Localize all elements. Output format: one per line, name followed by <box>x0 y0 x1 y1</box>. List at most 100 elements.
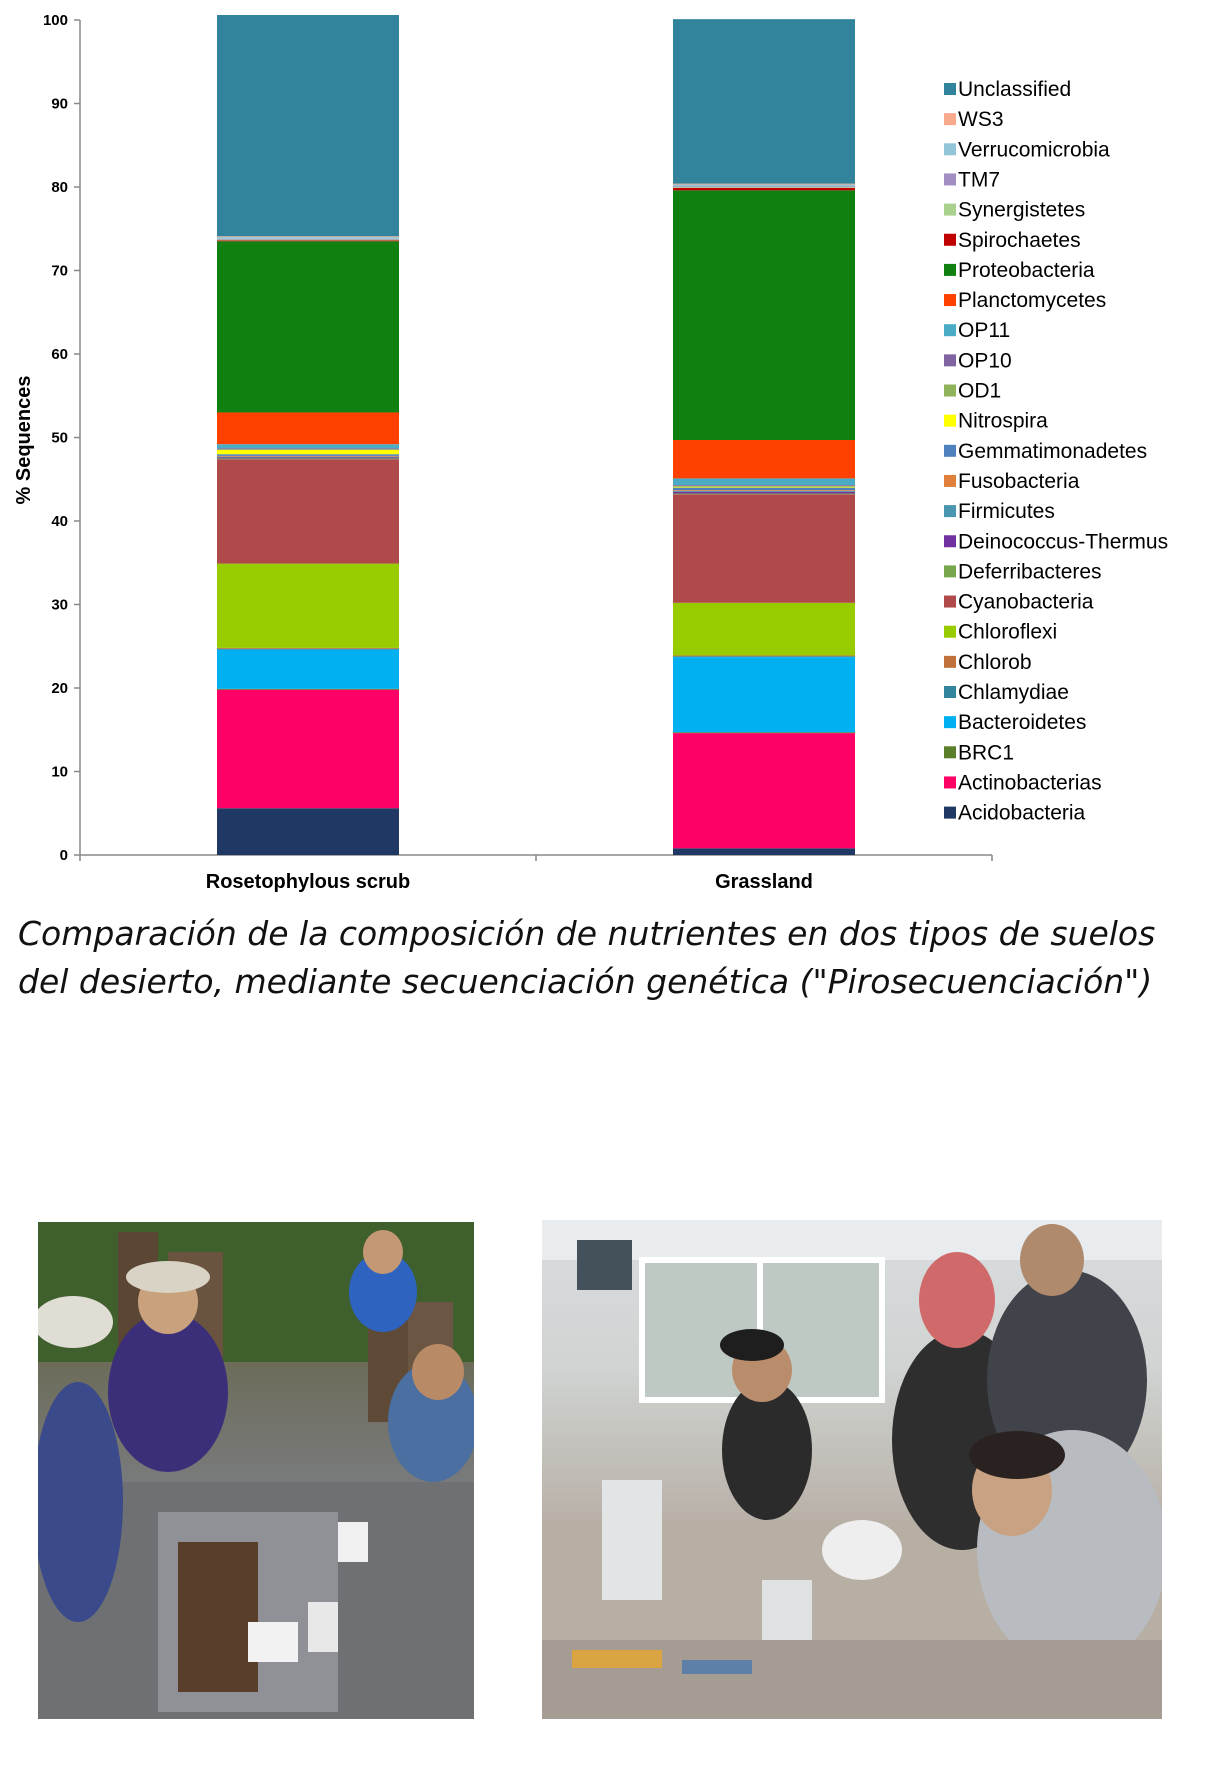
bar-segment <box>673 184 855 187</box>
bar-segment <box>673 490 855 492</box>
bar-segment <box>217 647 399 649</box>
chart-bars <box>217 14 855 855</box>
bar-segment <box>673 485 855 487</box>
bar-segment <box>673 602 855 656</box>
bar-segment <box>673 733 855 849</box>
bar-segment <box>673 494 855 603</box>
y-tick-labels: 0 10 20 30 40 50 60 70 80 90 100 <box>43 12 68 864</box>
bar-segment <box>673 183 855 185</box>
legend-swatch <box>944 444 956 457</box>
bar-segment <box>673 187 855 191</box>
x-category-label: Grassland <box>715 871 813 893</box>
legend-label: BRC1 <box>958 741 1014 764</box>
legend-swatch <box>944 384 956 397</box>
legend-swatch <box>944 173 956 186</box>
bar-segment <box>217 240 399 242</box>
bar-segment <box>217 459 399 564</box>
bar-segment <box>217 236 399 238</box>
legend-swatch <box>944 324 956 337</box>
legend-label: TM7 <box>958 168 1000 191</box>
legend-label: Chlamydiae <box>958 681 1069 704</box>
legend-swatch <box>944 806 956 819</box>
bar-segment <box>217 237 399 239</box>
legend-swatch <box>944 354 956 367</box>
bar-segment <box>673 656 855 658</box>
legend-label: Acidobacteria <box>958 802 1086 825</box>
bar-segment <box>673 848 855 855</box>
bar-segment <box>673 186 855 187</box>
stacked-bar-chart: 0 10 20 30 40 50 60 70 80 90 100 Rosetophylous scr… <box>13 12 1168 893</box>
bar-segment <box>673 657 855 733</box>
y-tick-label: 90 <box>51 96 68 113</box>
bar-segment <box>217 458 399 460</box>
y-tick-label: 40 <box>51 513 68 530</box>
bar-segment <box>673 19 855 184</box>
legend-label: OD1 <box>958 380 1001 403</box>
bar-segment <box>217 689 399 809</box>
bar-segment <box>217 14 399 237</box>
legend-swatch <box>944 565 956 578</box>
y-tick-label: 100 <box>43 12 68 29</box>
y-tick-label: 10 <box>51 764 68 781</box>
bar-segment <box>673 655 855 657</box>
bar-segment <box>217 808 399 855</box>
bar-segment <box>217 454 399 456</box>
bar-segment <box>673 486 855 488</box>
legend-swatch <box>944 746 956 759</box>
legend-label: Nitrospira <box>958 410 1048 433</box>
legend-swatch <box>944 414 956 427</box>
bar-segment <box>673 187 855 188</box>
legend-swatch <box>944 263 956 276</box>
legend-label: Bacteroidetes <box>958 711 1086 734</box>
legend-label: Deferribacteres <box>958 560 1102 583</box>
bar-segment <box>673 487 855 491</box>
x-category-labels: Rosetophylous scrub Grassland <box>206 871 813 893</box>
legend-label: Cyanobacteria <box>958 591 1094 614</box>
bar-segment <box>217 457 399 459</box>
legend-label: Unclassified <box>958 78 1071 101</box>
bar-segment <box>217 450 399 455</box>
legend-swatch <box>944 505 956 518</box>
bar-segment <box>673 732 855 734</box>
legend-swatch <box>944 776 956 789</box>
legend-label: Gemmatimonadetes <box>958 440 1147 463</box>
legend-swatch <box>944 686 956 698</box>
legend-label: Fusobacteria <box>958 470 1080 493</box>
bar-segment <box>217 649 399 689</box>
y-axis-label: % Sequences <box>13 376 35 505</box>
legend-swatch <box>944 595 956 608</box>
bar-segment <box>217 455 399 457</box>
legend-swatch <box>944 655 956 668</box>
bar-segment <box>217 412 399 445</box>
bar-segment <box>673 493 855 495</box>
bar-segment <box>673 440 855 479</box>
legend-label: Chloroflexi <box>958 621 1057 644</box>
y-tick-label: 0 <box>60 847 68 864</box>
legend-label: Chlorob <box>958 651 1032 674</box>
y-tick-label: 60 <box>51 346 68 363</box>
legend-swatch <box>944 113 956 126</box>
legend-swatch <box>944 625 956 638</box>
legend-swatch <box>944 143 956 156</box>
bar-segment <box>217 563 399 648</box>
field-work-illustration <box>38 1222 474 1719</box>
bar-segment <box>673 190 855 441</box>
legend-label: Deinococcus-Thermus <box>958 530 1168 553</box>
bar-segment <box>673 485 855 486</box>
bar-segment <box>217 444 399 449</box>
bar-segment <box>217 241 399 413</box>
legend-label: Firmicutes <box>958 500 1055 523</box>
legend-swatch <box>944 294 956 307</box>
bar-segment <box>673 478 855 486</box>
legend-label: OP10 <box>958 349 1012 372</box>
legend-swatch <box>944 474 956 487</box>
y-tick-label: 70 <box>51 263 68 280</box>
legend-label: Actinobacterias <box>958 771 1102 794</box>
legend-label: Spirochaetes <box>958 229 1081 252</box>
lab-work-photo <box>542 1220 1162 1719</box>
legend-swatch <box>944 716 956 729</box>
x-category-label: Rosetophylous scrub <box>206 871 410 893</box>
legend-swatch <box>944 203 956 216</box>
bar-segment <box>217 239 399 241</box>
bar-segment <box>673 491 855 494</box>
